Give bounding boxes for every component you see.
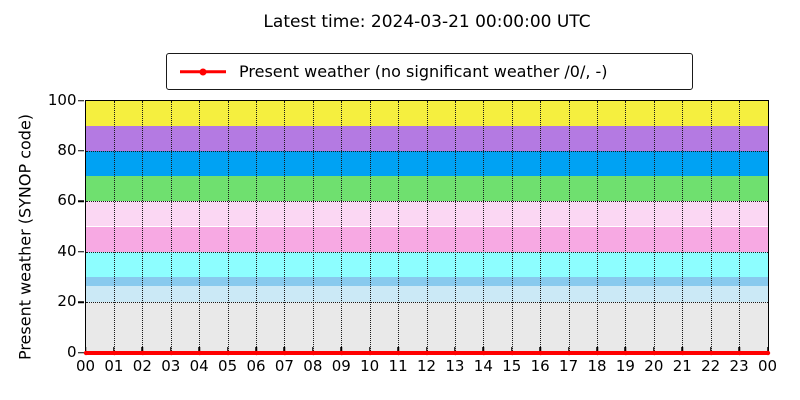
x-tick-label: 03: [161, 356, 181, 375]
x-tick-label: 00: [75, 356, 96, 375]
x-tick-mark: [709, 346, 712, 353]
x-tick-label: 17: [559, 356, 579, 375]
gridline-v-21: [682, 100, 684, 353]
x-tick-mark: [255, 346, 257, 353]
x-tick-label: 15: [502, 356, 522, 375]
x-tick-label: 20: [644, 356, 664, 375]
gridline-v-02: [142, 100, 144, 353]
x-tick-label: 04: [189, 356, 209, 375]
y-tick-mark: [78, 351, 84, 354]
x-tick-mark: [482, 346, 485, 353]
gridline-v-16: [540, 100, 542, 353]
gridline-v-04: [199, 100, 201, 353]
gridline-v-11: [398, 100, 400, 353]
gridline-v-13: [454, 100, 456, 353]
gridline-v-10: [369, 100, 371, 353]
x-tick-mark: [340, 346, 342, 353]
x-tick-label: 16: [530, 356, 550, 375]
gridline-v-15: [511, 100, 513, 353]
gridline-v-23: [739, 100, 741, 353]
x-tick-mark: [283, 346, 286, 353]
x-tick-label: 23: [729, 356, 749, 375]
x-tick-mark: [113, 346, 115, 353]
y-tick-mark: [78, 99, 84, 102]
gridline-v-20: [653, 100, 655, 353]
x-tick-label: 00: [757, 356, 778, 375]
gridline-v-03: [170, 100, 172, 353]
legend-dot: [199, 68, 207, 75]
x-tick-mark: [198, 346, 200, 353]
x-tick-mark: [397, 346, 399, 353]
gridline-v-12: [426, 100, 428, 353]
y-tick-label: 40: [57, 241, 77, 260]
y-axis-label: Present weather (SYNOP code): [15, 113, 35, 361]
y-tick-label: 80: [57, 141, 77, 160]
gridline-v-09: [341, 100, 343, 353]
x-tick-mark: [84, 346, 87, 353]
x-tick-label: 09: [331, 356, 351, 375]
x-tick-label: 21: [672, 356, 692, 375]
x-tick-label: 18: [587, 356, 607, 375]
x-tick-mark: [425, 346, 428, 353]
legend-line-marker-icon: [180, 67, 226, 76]
y-tick-mark: [78, 250, 84, 253]
x-tick-mark: [738, 346, 740, 353]
x-tick-label: 10: [360, 356, 380, 375]
legend: Present weather (no significant weather …: [166, 53, 693, 90]
x-tick-label: 05: [218, 356, 238, 375]
gridline-v-17: [568, 100, 570, 353]
x-tick-mark: [539, 346, 541, 353]
gridline-v-06: [256, 100, 257, 353]
plot-area: 0 20 40 60 80 100 00 01 02 03 04 05 06 07 08 09 10 11 12 13…: [48, 92, 777, 373]
y-tick-label: 60: [57, 191, 77, 210]
x-tick-mark: [454, 346, 456, 353]
y-tick-mark: [78, 200, 84, 203]
x-tick-mark: [226, 346, 229, 353]
x-tick-mark: [141, 346, 144, 353]
x-tick-label: 08: [303, 356, 323, 375]
x-tick-label: 02: [132, 356, 152, 375]
x-tick-label: 14: [473, 356, 493, 375]
x-tick-label: 13: [445, 356, 465, 375]
y-tick-mark: [78, 150, 84, 152]
y-tick-label: 100: [47, 90, 77, 109]
x-tick-label: 19: [615, 356, 635, 375]
x-tick-label: 12: [416, 356, 437, 375]
y-tick-label: 0: [66, 342, 77, 361]
x-tick-mark: [681, 346, 683, 353]
x-tick-label: 01: [104, 356, 124, 375]
gridline-v-18: [597, 100, 598, 353]
gridline-v-01: [113, 100, 115, 353]
gridline-v-14: [483, 100, 485, 353]
x-tick-mark: [766, 346, 769, 353]
gridline-v-08: [312, 100, 314, 353]
x-tick-label: 06: [246, 356, 266, 375]
x-tick-mark: [567, 346, 570, 353]
x-tick-mark: [624, 346, 627, 353]
x-tick-mark: [511, 346, 513, 353]
x-tick-mark: [596, 346, 598, 353]
y-tick-mark: [78, 301, 84, 303]
gridline-v-07: [284, 100, 286, 353]
chart-title: Latest time: 2024-03-21 00:00:00 UTC: [263, 12, 591, 32]
x-tick-mark: [368, 346, 371, 353]
x-tick-mark: [653, 346, 655, 353]
gridline-v-05: [227, 100, 229, 353]
gridline-v-22: [710, 100, 712, 353]
gridline-v-19: [625, 100, 627, 353]
x-tick-mark: [312, 346, 314, 353]
series-line: [83, 350, 770, 355]
x-tick-label: 07: [274, 356, 294, 375]
x-tick-mark: [170, 346, 172, 353]
y-tick-label: 20: [57, 292, 77, 311]
x-tick-label: 11: [388, 356, 408, 375]
x-tick-label: 22: [701, 356, 721, 375]
legend-label: Present weather (no significant weather …: [239, 62, 608, 81]
